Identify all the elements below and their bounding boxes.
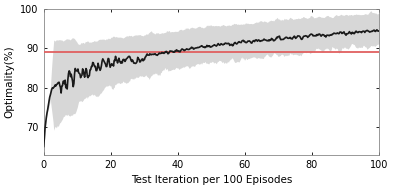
X-axis label: Test Iteration per 100 Episodes: Test Iteration per 100 Episodes xyxy=(130,175,292,185)
Y-axis label: Optimality(%): Optimality(%) xyxy=(5,45,15,118)
